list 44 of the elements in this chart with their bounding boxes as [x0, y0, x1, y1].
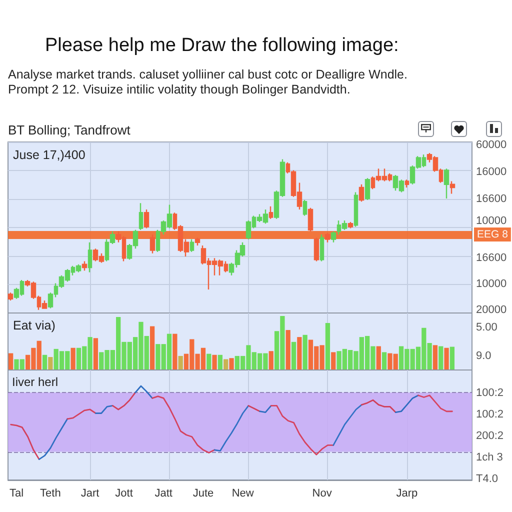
- x-tick-label: Jott: [115, 488, 133, 500]
- bar: [331, 352, 336, 370]
- bar: [268, 351, 274, 370]
- text: 100:2: [476, 387, 504, 400]
- text: T4.0: [476, 472, 498, 485]
- x-tick-label: Jatt: [154, 488, 172, 500]
- x-tick-label: Jute: [192, 488, 214, 500]
- bar: [444, 348, 449, 370]
- text: 200:2: [476, 430, 504, 442]
- bar: [286, 330, 290, 370]
- bar: [178, 356, 183, 370]
- chart-title: Eat via): [13, 318, 56, 332]
- text: 5.00: [476, 321, 498, 334]
- bar: [218, 354, 223, 370]
- bar: [206, 354, 212, 370]
- bar: [212, 354, 217, 370]
- x-tick-label: New: [232, 488, 254, 500]
- bar: [150, 326, 155, 370]
- x-tick-label: Teth: [40, 488, 61, 500]
- bar: [432, 345, 438, 370]
- bar: [42, 354, 48, 370]
- bar: [48, 357, 53, 370]
- bar: [229, 358, 234, 370]
- text: 100:2: [476, 408, 504, 421]
- bar: [172, 334, 178, 370]
- bar: [8, 353, 14, 370]
- bar: [291, 342, 296, 370]
- x-tick-label: Jart: [80, 488, 100, 500]
- bar: [438, 346, 444, 370]
- bar: [325, 322, 330, 370]
- bar: [382, 352, 387, 370]
- bar: [224, 359, 228, 370]
- bar: [302, 334, 308, 370]
- bar: [297, 337, 302, 370]
- bar: [376, 346, 381, 370]
- x-tick-label: Nov: [312, 488, 332, 500]
- x-tick-label: Tal: [9, 488, 24, 500]
- bar: [70, 348, 76, 370]
- text: 9.0: [476, 350, 492, 362]
- bar: [93, 338, 98, 370]
- bar: [450, 346, 455, 370]
- x-tick-label: Jarp: [396, 488, 418, 500]
- text: 1ch 3: [476, 451, 503, 464]
- chart-title: Iiver herl: [12, 375, 58, 389]
